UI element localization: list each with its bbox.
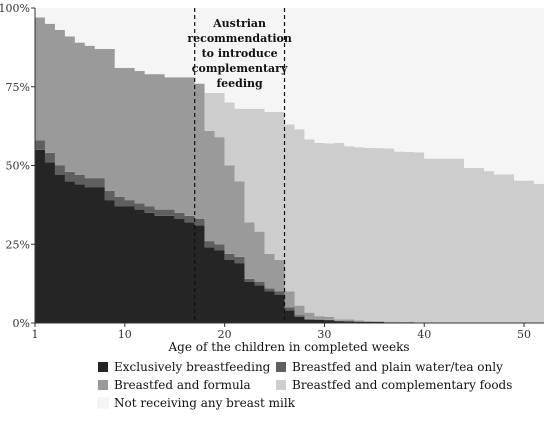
legend-label-breastfed-and-plain-water-tea-only: Breastfed and plain water/tea only — [292, 360, 503, 374]
annotation-text-line: to introduce — [202, 47, 278, 60]
annotation-text-line: Austrian — [212, 17, 266, 30]
legend-label-breastfed-and-complementary-foods: Breastfed and complementary foods — [292, 378, 512, 392]
x-tick-label: 50 — [517, 328, 531, 341]
legend-label-exclusively-breastfeeding: Exclusively breastfeeding — [114, 360, 271, 374]
area-not-receiving-any-breast-milk — [35, 8, 544, 194]
legend: Exclusively breastfeeding Breastfed and p… — [97, 360, 512, 410]
annotation-text-line: complementary — [192, 62, 288, 75]
y-tick-label: 75% — [6, 81, 30, 94]
y-tick-label: 0% — [13, 317, 30, 330]
legend-swatch-exclusively-breastfeeding — [98, 362, 108, 372]
area-breastfed-and-formula — [35, 17, 544, 323]
y-tick-label: 100% — [0, 2, 30, 15]
area-exclusively-breastfeeding — [35, 149, 544, 323]
legend-swatch-breastfed-and-formula — [98, 380, 108, 390]
legend-label-breastfed-and-formula: Breastfed and formula — [114, 378, 251, 392]
x-tick-label: 30 — [317, 328, 331, 341]
y-tick-label: 25% — [6, 238, 30, 251]
annotation-text-line: recommendation — [187, 32, 292, 45]
x-axis-label: Age of the children in completed weeks — [167, 340, 409, 354]
annotation-text-line: feeding — [216, 77, 263, 90]
x-tick-label: 20 — [218, 328, 232, 341]
chart-annotations: Austrian recommendation to introduce comple… — [187, 8, 292, 323]
annotation-text: Austrian recommendation to introduce comple… — [187, 17, 292, 90]
legend-swatch-not-receiving-any-breast-milk — [97, 397, 109, 409]
chart-areas — [35, 8, 544, 323]
x-tick-label: 1 — [32, 328, 39, 341]
area-breastfed-and-complementary-foods — [35, 17, 544, 323]
x-tick-label: 40 — [417, 328, 431, 341]
y-tick-label: 50% — [6, 160, 30, 173]
legend-swatch-breastfed-and-plain-water-tea-only — [276, 362, 286, 372]
legend-label-not-receiving-any-breast-milk: Not receiving any breast milk — [114, 396, 296, 410]
legend-swatch-breastfed-and-complementary-foods — [276, 380, 286, 390]
x-tick-label: 10 — [118, 328, 132, 341]
chart-axes: 1 10 20 30 40 50 0% 25% 50% 75% 100% — [0, 2, 544, 341]
